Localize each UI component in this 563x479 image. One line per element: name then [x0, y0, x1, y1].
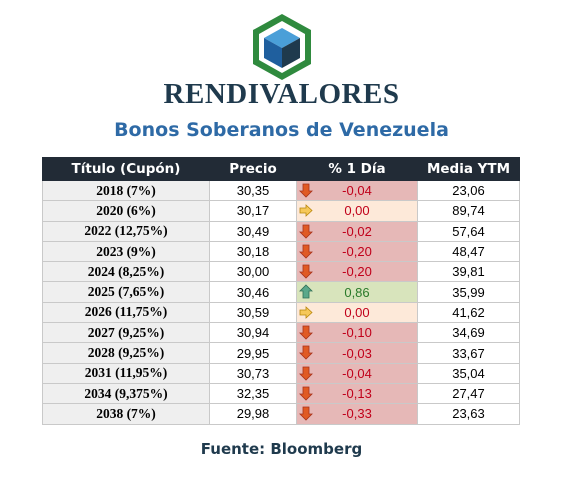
bond-ytm: 41,62	[417, 301, 520, 324]
bond-ytm: 39,81	[417, 261, 520, 283]
bond-change: 0,00	[344, 203, 370, 219]
bond-price: 30,94	[209, 322, 297, 344]
table-row: 2028 (9,25%) 29,95 -0,03 33,67	[42, 342, 520, 364]
bond-title: 2024 (8,25%)	[42, 261, 210, 283]
bond-change: -0,02	[342, 223, 372, 239]
bond-title: 2025 (7,65%)	[42, 281, 210, 303]
bond-ytm: 34,69	[417, 322, 520, 344]
bond-change-cell: -0,13	[296, 382, 418, 405]
bond-price: 30,35	[209, 179, 297, 202]
bond-title: 2020 (6%)	[42, 200, 210, 222]
bond-change: -0,20	[342, 264, 372, 280]
bond-change-cell: 0,00	[296, 200, 418, 222]
bond-price: 30,46	[209, 281, 297, 303]
column-header-change: % 1 Día	[296, 157, 418, 181]
bond-ytm: 23,06	[417, 179, 520, 202]
bond-title: 2018 (7%)	[42, 179, 210, 202]
bond-change-cell: -0,04	[296, 362, 418, 384]
table-row: 2026 (11,75%) 30,59 0,00 41,62	[42, 301, 520, 324]
bond-change: 0,00	[344, 304, 370, 320]
bond-change: -0,03	[342, 345, 372, 361]
bond-change-cell: -0,02	[296, 220, 418, 242]
brand-name: RENDIVALORES	[163, 78, 400, 110]
bond-title: 2022 (12,75%)	[42, 220, 210, 242]
bond-ytm: 89,74	[417, 200, 520, 222]
bond-title: 2026 (11,75%)	[42, 301, 210, 324]
bond-change-cell: -0,33	[296, 403, 418, 425]
table-row: 2018 (7%) 30,35 -0,04 23,06	[42, 179, 520, 202]
bond-price: 32,35	[209, 382, 297, 405]
bond-ytm: 23,63	[417, 403, 520, 425]
bond-change-cell: -0,20	[296, 261, 418, 283]
bond-title: 2027 (9,25%)	[42, 322, 210, 344]
table-row: 2023 (9%) 30,18 -0,20 48,47	[42, 240, 520, 263]
table-row: 2024 (8,25%) 30,00 -0,20 39,81	[42, 261, 520, 283]
bond-change: -0,13	[342, 386, 372, 402]
bond-title: 2028 (9,25%)	[42, 342, 210, 364]
column-header-ytm: Media YTM	[417, 157, 520, 181]
bond-change: -0,04	[342, 183, 372, 199]
bond-price: 30,73	[209, 362, 297, 384]
bond-price: 30,00	[209, 261, 297, 283]
bond-change-cell: 0,00	[296, 301, 418, 324]
bond-change: 0,86	[344, 284, 370, 300]
bond-price: 30,18	[209, 240, 297, 263]
bond-price: 29,95	[209, 342, 297, 364]
bond-change-cell: -0,03	[296, 342, 418, 364]
bond-price: 29,98	[209, 403, 297, 425]
bond-change: -0,33	[342, 406, 372, 422]
table-row: 2020 (6%) 30,17 0,00 89,74	[42, 200, 520, 222]
rendivalores-logo	[253, 14, 311, 80]
bond-ytm: 57,64	[417, 220, 520, 242]
bonds-table: Título (Cupón) Precio % 1 Día Media YTM …	[42, 157, 520, 425]
bond-change: -0,10	[342, 325, 372, 341]
bond-ytm: 35,04	[417, 362, 520, 384]
table-row: 2031 (11,95%) 30,73 -0,04 35,04	[42, 362, 520, 384]
bond-price: 30,49	[209, 220, 297, 242]
bond-ytm: 33,67	[417, 342, 520, 364]
table-row: 2025 (7,65%) 30,46 0,86 35,99	[42, 281, 520, 303]
bond-ytm: 48,47	[417, 240, 520, 263]
bond-price: 30,17	[209, 200, 297, 222]
table-row: 2022 (12,75%) 30,49 -0,02 57,64	[42, 220, 520, 242]
page-title: Bonos Soberanos de Venezuela	[114, 119, 449, 141]
bond-title: 2034 (9,375%)	[42, 382, 210, 405]
bond-price: 30,59	[209, 301, 297, 324]
bond-ytm: 27,47	[417, 382, 520, 405]
bond-change-cell: -0,10	[296, 322, 418, 344]
bond-change: -0,20	[342, 244, 372, 260]
table-row: 2027 (9,25%) 30,94 -0,10 34,69	[42, 322, 520, 344]
bond-title: 2023 (9%)	[42, 240, 210, 263]
bond-title: 2031 (11,95%)	[42, 362, 210, 384]
column-header-price: Precio	[209, 157, 297, 181]
source-note: Fuente: Bloomberg	[200, 440, 363, 458]
table-row: 2034 (9,375%) 32,35 -0,13 27,47	[42, 382, 520, 405]
bond-change-cell: 0,86	[296, 281, 418, 303]
column-header-title: Título (Cupón)	[42, 157, 210, 181]
table-row: 2038 (7%) 29,98 -0,33 23,63	[42, 403, 520, 425]
bond-change: -0,04	[342, 365, 372, 381]
table-header-row: Título (Cupón) Precio % 1 Día Media YTM	[42, 157, 520, 181]
bond-ytm: 35,99	[417, 281, 520, 303]
bond-change-cell: -0,04	[296, 179, 418, 202]
bond-change-cell: -0,20	[296, 240, 418, 263]
bond-title: 2038 (7%)	[42, 403, 210, 425]
